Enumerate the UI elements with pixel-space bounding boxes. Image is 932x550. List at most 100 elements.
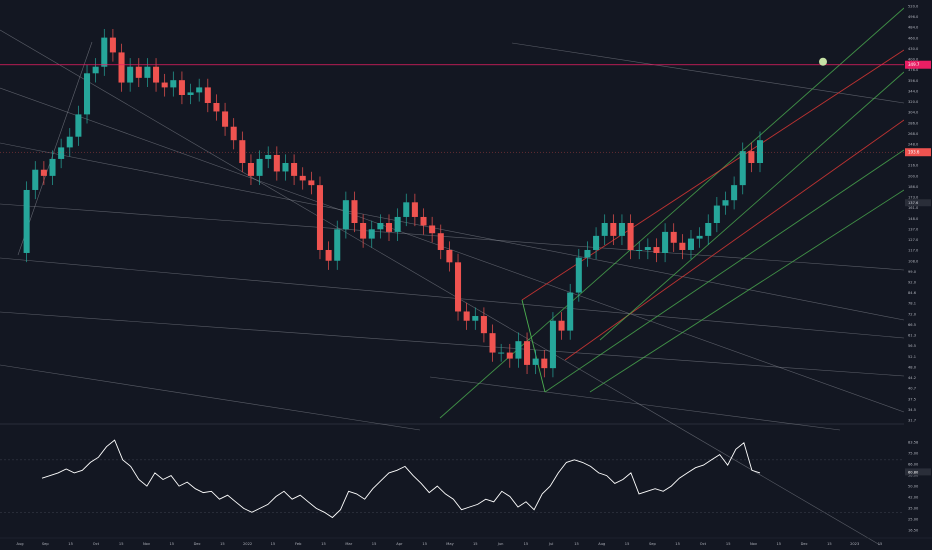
- candle-body: [49, 158, 56, 176]
- price-tick-label: 37.5: [908, 397, 916, 401]
- current-price-badge-label: 193.6: [908, 150, 920, 155]
- rsi-tick-label: 25.00: [908, 518, 919, 522]
- candle-body: [575, 257, 582, 293]
- candle-body: [455, 262, 462, 312]
- candle-body: [196, 87, 203, 93]
- candle-body: [558, 320, 565, 331]
- candle-body: [480, 316, 487, 334]
- rsi-value-badge: 60.80: [905, 468, 931, 476]
- candle-body: [118, 52, 125, 83]
- price-tick-label: 92.0: [908, 281, 917, 285]
- candle-body: [299, 175, 306, 181]
- price-tick-label: 52.1: [908, 355, 916, 359]
- time-tick-label: Oct: [700, 542, 707, 546]
- time-tick-label: 15: [170, 542, 175, 546]
- candle-body: [610, 223, 617, 236]
- candle-body: [696, 235, 703, 239]
- time-tick-label: Apr: [396, 542, 403, 546]
- time-tick-label: Sep: [42, 542, 49, 546]
- candle-body: [722, 200, 729, 206]
- time-tick-label: Nov: [143, 542, 151, 546]
- price-tick-label: 31.7: [908, 419, 916, 423]
- price-tick-label: 34.5: [908, 408, 916, 412]
- candle-body: [601, 223, 608, 236]
- candle-body: [204, 87, 211, 103]
- level-badge: 349.7: [905, 60, 931, 69]
- price-tick-label: 48.0: [908, 365, 917, 369]
- time-tick-label: Aug: [598, 542, 605, 546]
- price-tick-label: 72.0: [908, 312, 917, 316]
- candle-body: [705, 223, 712, 236]
- candle-body: [636, 249, 643, 251]
- candle-body: [222, 111, 229, 127]
- time-tick-label: Dec: [194, 542, 201, 546]
- candle-body: [385, 223, 393, 232]
- rsi-value-badge-bg: [905, 468, 931, 476]
- small-level-badge-label: 137.6: [908, 201, 919, 205]
- candle-body: [351, 200, 358, 224]
- level-badge-label: 349.7: [908, 62, 920, 67]
- gray-channel-line-6: [0, 364, 421, 431]
- price-tick-label: 376.0: [908, 68, 919, 72]
- time-tick-label: 15: [422, 542, 427, 546]
- candle-body: [187, 92, 194, 95]
- ascending-channel-line-5: [589, 189, 905, 393]
- time-tick-label: Jun: [497, 542, 504, 546]
- candle-body: [282, 162, 289, 172]
- price-tick-label: 173.0: [908, 196, 919, 200]
- candle-body: [541, 358, 548, 369]
- ascending-channel-line-2: [544, 149, 905, 393]
- price-tick-label: 84.6: [908, 291, 917, 295]
- price-tick-label: 286.0: [908, 121, 919, 125]
- candle-body: [75, 114, 82, 137]
- candle-body: [23, 189, 30, 253]
- level-badge-bg: [905, 60, 931, 69]
- rsi-axis: 83.58 75.00 66.00 58.00 50.00 42.00 35.00 25.00…: [904, 424, 932, 536]
- gray-channel-line-0: [0, 29, 881, 546]
- candle-body: [472, 316, 479, 321]
- candle-body: [411, 202, 418, 217]
- candle-body: [437, 233, 444, 250]
- candle-body: [644, 247, 651, 250]
- candle-body: [92, 66, 99, 74]
- time-tick-label: 15: [321, 542, 326, 546]
- time-tick-label: Oct: [93, 542, 100, 546]
- time-tick-label: Nov: [750, 542, 758, 546]
- candle-body: [498, 352, 505, 354]
- candle-body: [429, 225, 436, 234]
- candle-body: [161, 82, 168, 88]
- price-tick-label: 56.5: [908, 344, 916, 348]
- intersection-marker: [819, 57, 827, 66]
- candle-body: [368, 229, 375, 239]
- time-tick-label: 15: [372, 542, 377, 546]
- time-tick-label: 2023: [850, 542, 859, 546]
- gray-channel-line-4: [0, 257, 905, 339]
- current-price-badge-bg: [905, 148, 931, 157]
- rsi-tick-label: 75.00: [908, 452, 919, 456]
- price-tick-label: 78.1: [908, 302, 916, 306]
- price-tick-label: 137.0: [908, 227, 919, 231]
- time-tick-label: Sep: [649, 542, 656, 546]
- candle-body: [532, 358, 539, 365]
- price-tick-label: 484.0: [908, 26, 919, 30]
- candle-body: [670, 231, 677, 243]
- candle-body: [360, 223, 367, 239]
- price-axis: 520.0 496.0 484.0 460.0 430.0 400.0 376.0 356.0…: [904, 0, 932, 424]
- candle-body: [756, 140, 764, 163]
- time-tick-label: 15: [827, 542, 832, 546]
- candle-body: [291, 162, 298, 176]
- time-tick-label: May: [446, 542, 454, 546]
- price-tick-label: 400.0: [908, 58, 919, 62]
- time-tick-label: 15: [220, 542, 225, 546]
- price-tick-label: 344.0: [908, 89, 919, 93]
- candle-body: [394, 216, 401, 232]
- ascending-channel-line-3: [564, 119, 905, 361]
- rsi-tick-label: 50.00: [908, 485, 919, 489]
- rsi-tick-label: 83.58: [908, 441, 919, 445]
- price-tick-label: 148.0: [908, 217, 919, 221]
- price-tick-label: 117.0: [908, 249, 919, 253]
- rsi-tick-label: 42.00: [908, 496, 919, 500]
- rsi-tick-label: 58.00: [908, 474, 919, 478]
- time-tick-label: 15: [271, 542, 276, 546]
